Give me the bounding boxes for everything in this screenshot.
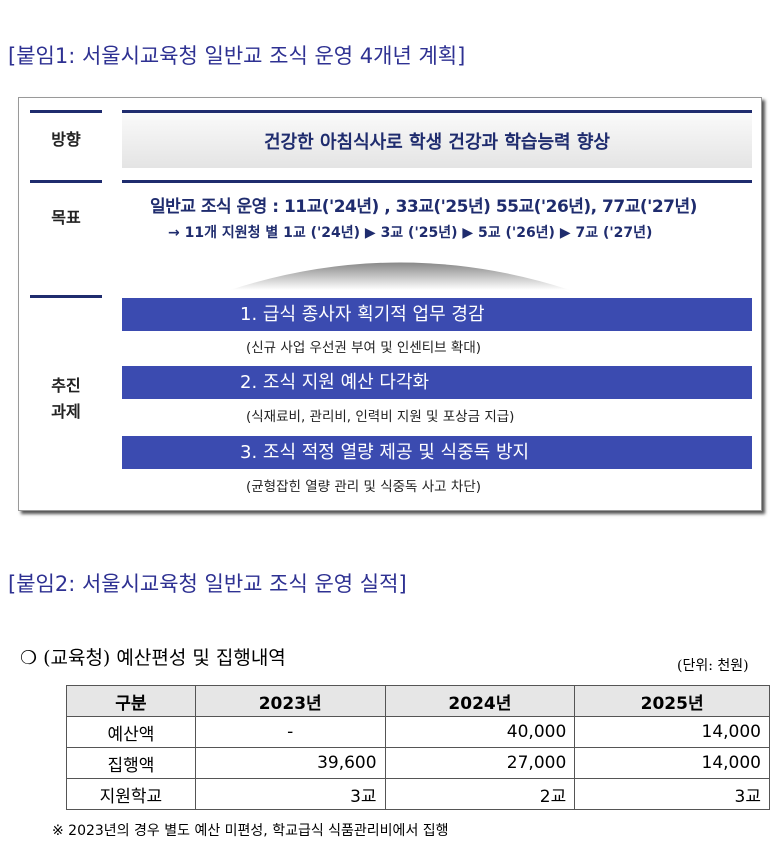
table-cell: 2교 xyxy=(384,778,576,810)
task-title: 3. 조식 적정 열량 제공 및 식중독 방지 xyxy=(122,436,752,469)
task-title: 2. 조식 지원 예산 다각화 xyxy=(122,366,752,399)
divider xyxy=(30,295,102,298)
attachment-title: [붙임1: 서울시교육청 일반교 조식 운영 4개년 계획] xyxy=(8,44,466,68)
table-cell: 집행액 xyxy=(66,747,196,779)
unit: (단위: 천원) xyxy=(677,658,749,674)
divider xyxy=(30,180,102,183)
row-label: 과제 xyxy=(51,402,81,421)
table-cell: 27,000 xyxy=(384,747,576,779)
table-row: 집행액 39,600 27,000 14,000 xyxy=(66,747,770,779)
header-cell: 구분 xyxy=(66,685,196,717)
header-cell: 2024년 xyxy=(384,685,576,717)
goal-sub: → 11개 지원청 별 1교 ('24년) ▶ 3교 ('25년) ▶ 5교 (… xyxy=(168,225,653,241)
row-label: 방향 xyxy=(51,130,81,149)
task-title: 1. 급식 종사자 획기적 업무 경감 xyxy=(122,298,752,331)
divider xyxy=(30,110,102,113)
attachment-title: [붙임2: 서울시교육청 일반교 조식 운영 실적] xyxy=(8,572,407,596)
task-note: (신규 사업 우선권 부여 및 인센티브 확대) xyxy=(246,340,482,356)
goal-main: 일반교 조식 운영 : 11교('24년) , 33교('25년) 55교('2… xyxy=(150,197,697,217)
header-row: 구분 2023년 2024년 2025년 xyxy=(66,685,770,717)
table-cell: 40,000 xyxy=(384,716,576,748)
table-cell: 14,000 xyxy=(574,716,770,748)
header-cell: 2023년 xyxy=(194,685,386,717)
subtitle: ❍ (교육청) 예산편성 및 집행내역 xyxy=(20,647,286,669)
task-note: (식재료비, 관리비, 인력비 지원 및 포상금 지급) xyxy=(246,409,515,425)
row-label: 추진 xyxy=(51,376,81,395)
table-cell: 39,600 xyxy=(194,747,386,779)
header-cell: 2025년 xyxy=(574,685,770,717)
direction: 건강한 아침식사로 학생 건강과 학습능력 향상 xyxy=(122,110,752,168)
budget-table: 구분 2023년 2024년 2025년 예산액 -40,000 14,000 집행액 39,6… xyxy=(66,685,770,810)
table-cell: 지원학교 xyxy=(66,778,196,810)
table-cell: 14,000 xyxy=(574,747,770,779)
table-cell: 3교 xyxy=(574,778,770,810)
task-note: (균형잡힌 열량 관리 및 식중독 사고 차단) xyxy=(246,479,482,495)
table-row: 예산액 -40,000 14,000 xyxy=(66,716,770,748)
table-body: 구분 2023년 2024년 2025년 예산액 -40,000 14,000 집행액 39,6… xyxy=(66,685,770,810)
table-cell: 3교 xyxy=(194,778,386,810)
table-cell: 예산액 xyxy=(66,716,196,748)
divider xyxy=(122,180,752,183)
row-label: 목표 xyxy=(51,208,81,227)
table-cell: - xyxy=(194,716,386,748)
arrow xyxy=(230,262,570,290)
footnote: ※ 2023년의 경우 별도 예산 미편성, 학교급식 식품관리비에서 집행 xyxy=(52,823,449,839)
table-row: 지원학교 3교 2교 3교 xyxy=(66,778,770,810)
